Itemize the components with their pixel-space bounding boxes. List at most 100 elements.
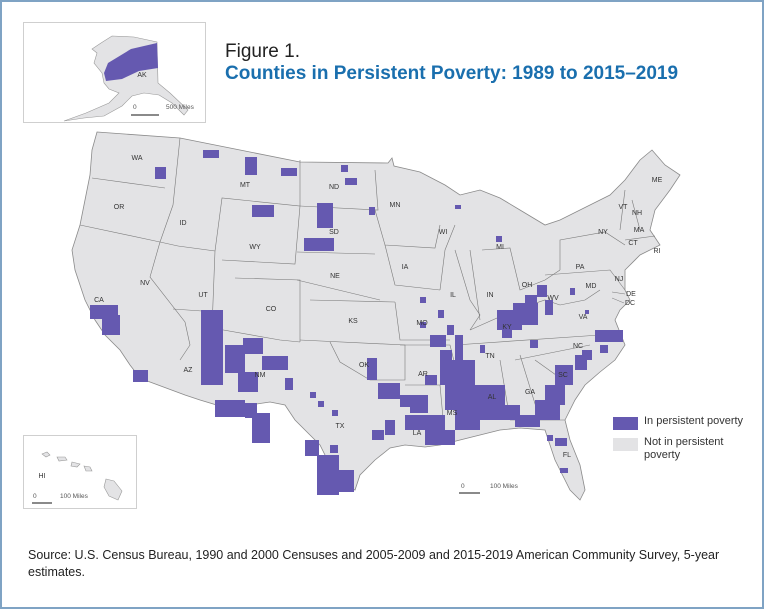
state-label-MD: MD (586, 283, 597, 290)
poverty-county-cluster (304, 238, 334, 251)
legend-swatch-not-in-poverty (613, 438, 638, 451)
legend: In persistent poverty Not in persistent … (613, 415, 749, 468)
main-scale-zero: 0 (461, 483, 465, 490)
poverty-county-cluster (555, 365, 573, 385)
poverty-county-cluster (102, 315, 120, 335)
poverty-county-cluster (425, 375, 437, 385)
poverty-county-cluster (600, 345, 608, 353)
poverty-county-cluster (310, 392, 316, 398)
poverty-county-cluster (513, 303, 538, 325)
poverty-county-cluster (201, 310, 223, 385)
state-label-AL: AL (488, 394, 497, 401)
poverty-county-cluster (470, 385, 505, 420)
state-label-NE: NE (330, 273, 340, 280)
hawaii-scale-label: 100 Miles (60, 493, 89, 500)
state-label-KS: KS (348, 318, 358, 325)
poverty-county-cluster (330, 445, 338, 453)
alaska-poverty-area (104, 43, 158, 81)
poverty-county-cluster (595, 330, 623, 342)
poverty-county-cluster (455, 335, 463, 365)
state-label-MT: MT (240, 182, 251, 189)
state-label-KY: KY (502, 324, 512, 331)
state-label-HI: HI (39, 473, 46, 480)
poverty-county-cluster (385, 420, 395, 435)
poverty-county-cluster (262, 356, 288, 370)
legend-label-in-poverty: In persistent poverty (644, 415, 744, 427)
poverty-county-cluster (245, 157, 257, 175)
poverty-county-cluster (338, 470, 354, 492)
state-label-OH: OH (522, 282, 533, 289)
state-labels: WA OR CA NV ID MT WY UT CO AZ NM ND SD NE KS OK TX MN IA MO… (94, 155, 662, 459)
poverty-county-cluster (345, 178, 357, 185)
state-label-AZ: AZ (184, 367, 194, 374)
source-note: Source: U.S. Census Bureau, 1990 and 200… (28, 548, 720, 579)
state-label-ID: ID (180, 220, 187, 227)
poverty-county-cluster (369, 207, 375, 215)
state-label-NH: NH (632, 210, 642, 217)
poverty-county-cluster (570, 288, 575, 295)
legend-item-not-in-poverty: Not in persistent poverty (613, 436, 749, 462)
poverty-county-cluster (225, 345, 245, 373)
figure-title: Counties in Persistent Poverty: 1989 to … (225, 63, 679, 84)
poverty-county-cluster (530, 340, 538, 348)
state-label-VA: VA (579, 314, 588, 321)
poverty-county-cluster (155, 167, 166, 179)
poverty-county-cluster (455, 205, 461, 209)
poverty-county-cluster (496, 236, 502, 242)
hawaii-islands (41, 451, 123, 501)
legend-swatch-in-poverty (613, 417, 638, 430)
poverty-county-cluster (238, 372, 258, 392)
state-label-IA: IA (402, 264, 409, 271)
state-label-FL: FL (563, 452, 571, 459)
figure-label: Figure 1. (225, 41, 300, 62)
alaska-scale-zero: 0 (133, 104, 137, 111)
state-label-OR: OR (114, 204, 125, 211)
poverty-county-cluster (480, 345, 485, 353)
poverty-county-cluster (367, 358, 377, 380)
state-label-MS: MS (447, 410, 458, 417)
state-borders (79, 137, 656, 441)
state-label-OK: OK (359, 362, 369, 369)
state-label-MI: MI (496, 244, 504, 251)
state-label-WI: WI (439, 229, 448, 236)
poverty-county-cluster (502, 330, 512, 338)
poverty-county-cluster (405, 415, 445, 430)
state-label-RI: RI (654, 248, 661, 255)
state-label-AK: AK (137, 72, 147, 79)
alaska-scale-label: 500 Miles (166, 104, 195, 111)
poverty-county-cluster (447, 325, 454, 335)
poverty-county-cluster (252, 205, 274, 217)
poverty-county-cluster (515, 415, 540, 427)
poverty-county-cluster (438, 310, 444, 318)
hawaii-map: HI 0 100 Miles (32, 451, 123, 504)
state-label-LA: LA (413, 430, 422, 437)
hawaii-inset: HI 0 100 Miles (23, 435, 137, 509)
poverty-county-cluster (545, 300, 553, 315)
poverty-county-cluster (317, 455, 339, 495)
state-label-WY: WY (249, 244, 261, 251)
poverty-areas (90, 150, 623, 495)
state-label-ND: ND (329, 184, 339, 191)
state-label-WA: WA (131, 155, 142, 162)
state-label-TN: TN (485, 353, 494, 360)
poverty-county-cluster (341, 165, 348, 172)
state-label-CT: CT (628, 240, 638, 247)
dc-de-leaders (611, 291, 626, 304)
state-label-AR: AR (418, 371, 428, 378)
poverty-county-cluster (372, 430, 384, 440)
poverty-county-cluster (430, 335, 446, 347)
state-label-DC: DC (625, 300, 635, 307)
poverty-county-cluster (318, 401, 324, 407)
state-label-NV: NV (140, 280, 150, 287)
state-label-IL: IL (450, 292, 456, 299)
contiguous-us-shape (71, 131, 681, 501)
poverty-county-cluster (252, 413, 270, 443)
alaska-inset: AK 0 500 Miles (23, 22, 206, 123)
state-label-ME: ME (652, 177, 663, 184)
state-label-MA: MA (634, 227, 645, 234)
poverty-county-cluster (410, 395, 428, 413)
poverty-county-cluster (400, 395, 410, 407)
state-label-SC: SC (558, 372, 568, 379)
state-label-SD: SD (329, 229, 339, 236)
